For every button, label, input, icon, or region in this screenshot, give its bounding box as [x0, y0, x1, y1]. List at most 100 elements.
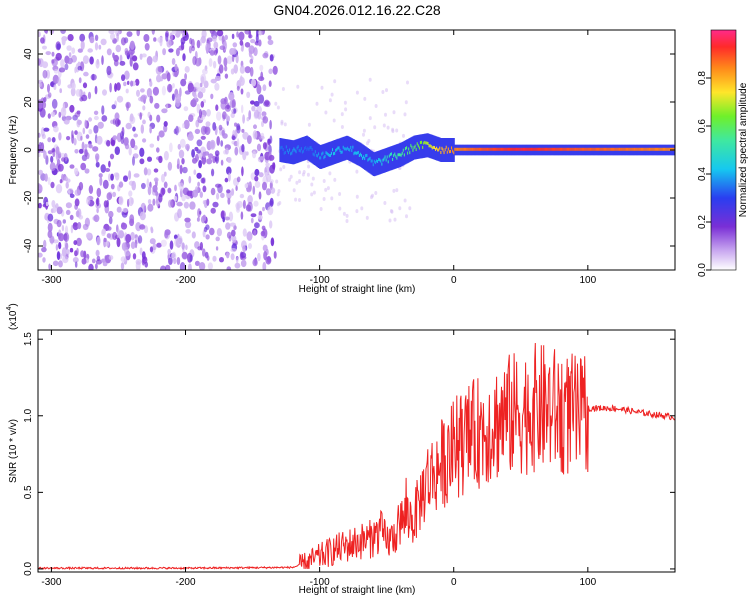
noise-cell [362, 132, 365, 137]
signal-cell [381, 149, 383, 174]
noise-cell [41, 101, 47, 109]
noise-cell [117, 228, 120, 239]
signal-cell [598, 147, 600, 151]
signal-cell [336, 139, 338, 164]
signal-cell [521, 147, 524, 151]
noise-cell [139, 224, 146, 230]
noise-cell [199, 109, 202, 119]
noise-cell [246, 231, 253, 241]
noise-cell [140, 88, 145, 93]
noise-cell [147, 203, 154, 212]
noise-cell [134, 239, 138, 249]
noise-cell [231, 235, 237, 243]
signal-cell [290, 139, 292, 164]
noise-cell [96, 236, 101, 246]
colorbar-ticks: 0.0 0.2 0.4 0.6 0.8 [697, 71, 711, 277]
noise-cell [93, 110, 99, 116]
noise-cell [265, 162, 270, 167]
signal-cell [379, 150, 381, 175]
signal-cell [633, 147, 635, 151]
noise-cell [160, 239, 167, 247]
signal-cell [660, 147, 662, 151]
signal-cell [504, 147, 507, 151]
signal-cell [416, 135, 419, 159]
signal-cell [448, 138, 451, 162]
noise-cell [177, 158, 180, 168]
signal-cell [517, 147, 520, 151]
noise-cell [276, 105, 280, 110]
noise-cell [211, 168, 215, 177]
noise-cell [65, 202, 72, 209]
noise-cell [153, 177, 159, 182]
noise-cell [158, 193, 163, 203]
signal-cell [528, 147, 530, 151]
noise-cell [193, 169, 197, 175]
noise-cell [120, 262, 125, 270]
noise-cell [251, 105, 256, 112]
signal-cell [624, 147, 627, 151]
noise-cell [55, 244, 59, 251]
noise-cell [167, 187, 172, 194]
noise-cell [168, 257, 173, 265]
noise-cell [197, 91, 204, 99]
noise-cell [106, 65, 112, 76]
signal-cell [591, 147, 594, 151]
noise-cell [310, 192, 314, 197]
noise-cell [163, 181, 168, 189]
signal-cell [510, 147, 512, 151]
signal-cell [560, 147, 563, 151]
noise-cell [95, 263, 98, 270]
signal-cell [364, 157, 366, 161]
noise-cell [298, 198, 301, 202]
signal-cell [375, 151, 378, 176]
noise-cell [152, 198, 156, 206]
noise-cell [311, 176, 315, 181]
signal-cell [345, 147, 348, 151]
signal-cell [443, 138, 446, 162]
noise-cell [262, 116, 269, 124]
signal-cell [416, 142, 419, 146]
signal-cell [445, 138, 448, 162]
signal-cell [380, 159, 382, 163]
noise-cell [93, 125, 99, 134]
noise-cell [259, 64, 264, 72]
noise-cell [242, 228, 247, 237]
signal-cell [622, 147, 625, 151]
noise-cell [116, 82, 121, 91]
noise-cell [206, 198, 210, 206]
signal-cell [404, 140, 407, 165]
noise-cell [125, 122, 132, 130]
signal-cell [608, 147, 611, 151]
noise-cell [273, 251, 277, 259]
noise-cell [345, 213, 349, 218]
noise-cell [96, 207, 99, 214]
noise-cell [128, 146, 132, 156]
signal-cell [435, 147, 437, 151]
noise-cell [48, 263, 51, 270]
noise-cell [112, 118, 116, 125]
noise-cell [151, 30, 155, 35]
noise-cell [56, 206, 63, 215]
signal-cell [616, 147, 618, 151]
noise-cell [227, 172, 231, 182]
noise-cell [58, 111, 62, 118]
signal-cell [520, 147, 523, 151]
noise-cell [229, 222, 236, 227]
signal-cell [594, 147, 597, 151]
signal-cell [644, 147, 646, 151]
noise-cell [89, 36, 95, 44]
signal-cell [386, 155, 389, 159]
noise-cell [61, 247, 67, 257]
noise-cell [141, 251, 146, 260]
noise-cell [133, 173, 140, 178]
noise-cell [236, 125, 241, 134]
noise-cell [281, 87, 285, 91]
noise-cell [268, 80, 272, 87]
noise-cell [109, 153, 115, 160]
noise-cell [342, 211, 346, 216]
noise-cell [98, 44, 102, 50]
noise-cell [163, 150, 169, 161]
noise-cell [177, 143, 181, 150]
noise-cell [67, 189, 71, 196]
signal-cell [353, 139, 355, 164]
